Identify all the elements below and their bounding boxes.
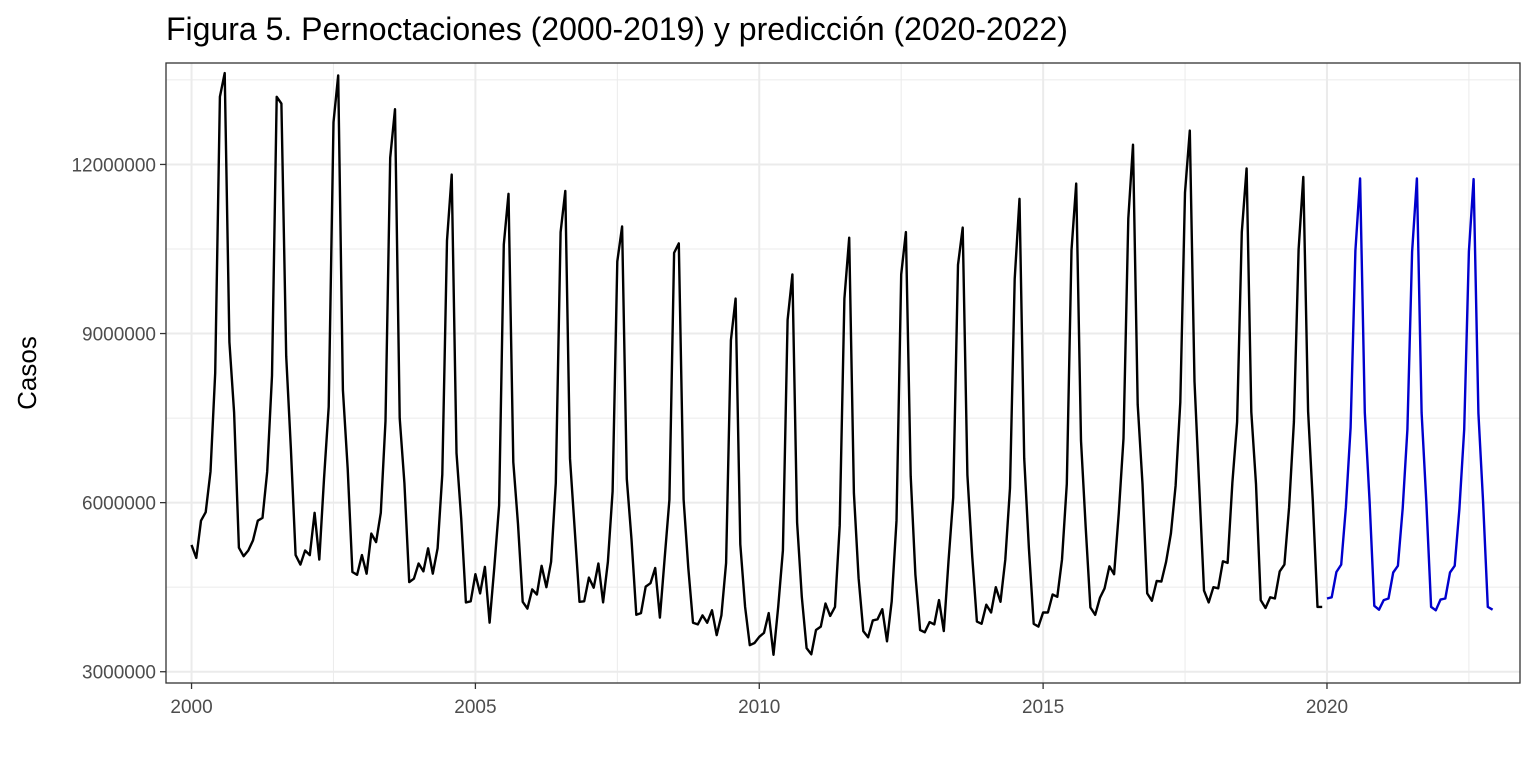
series-line-forecast [1326,177,1494,612]
panel-border [165,62,1521,684]
x-tick-label: 2000 [170,697,212,718]
y-axis-label: Casos [12,336,42,410]
x-tick-label: 2005 [454,697,496,718]
y-tick-label: 12000000 [71,155,156,176]
y-tick-label: 9000000 [82,325,156,346]
axes: 2000 2005 2010 2015 2020 3000000 6000000 900000… [71,155,1348,718]
series-line-observed [190,71,1323,656]
y-tick-label: 6000000 [82,494,156,515]
chart-title: Figura 5. Pernoctaciones (2000-2019) y p… [166,11,1068,47]
x-tick-label: 2015 [1022,697,1064,718]
x-tick-label: 2010 [738,697,780,718]
x-tick-label: 2020 [1306,697,1348,718]
y-tick-label: 3000000 [82,663,156,684]
data-lines [190,71,1494,656]
